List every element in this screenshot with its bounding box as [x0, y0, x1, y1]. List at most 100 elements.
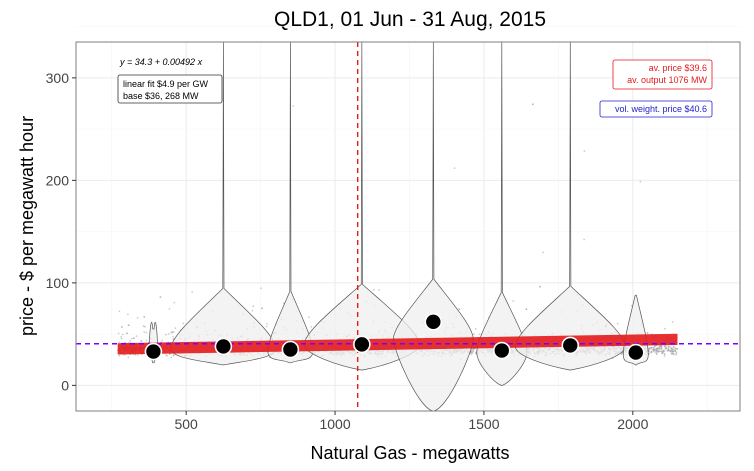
scatter-point — [473, 333, 475, 336]
scatter-point — [656, 349, 658, 352]
x-tick-label: 500 — [174, 416, 198, 432]
y-tick-label: 300 — [46, 70, 70, 86]
scatter-point — [616, 322, 619, 325]
scatter-point — [130, 337, 133, 340]
scatter-point — [127, 313, 129, 316]
bin-mean-point — [492, 341, 511, 360]
scatter-point — [174, 327, 177, 330]
scatter-point — [260, 287, 262, 290]
bin-mean-point — [214, 337, 233, 356]
scatter-point — [282, 302, 285, 305]
scatter-point — [478, 333, 481, 335]
scatter-point — [121, 333, 124, 336]
scatter-point — [660, 345, 663, 348]
average-box — [612, 59, 713, 90]
scatter-point — [675, 353, 678, 356]
bin-mean-point — [424, 313, 443, 331]
scatter-point — [671, 348, 674, 351]
scatter-point — [378, 289, 381, 291]
scatter-point — [143, 325, 146, 328]
scatter-point — [672, 353, 675, 356]
scatter-point — [143, 316, 146, 318]
scatter-point — [667, 346, 670, 348]
scatter-point — [121, 326, 123, 328]
scatter-point — [675, 351, 678, 354]
scatter-point — [252, 305, 255, 308]
scatter-point — [120, 336, 122, 338]
vw-price-label: vol. weight. price $40.6 — [615, 104, 707, 114]
scatter-point — [470, 353, 473, 356]
scatter-point — [657, 350, 660, 353]
violin — [170, 41, 277, 366]
scatter-point — [658, 347, 661, 350]
violin — [514, 41, 626, 371]
scatter-point — [672, 350, 675, 353]
scatter-point — [539, 285, 541, 288]
scatter-point — [310, 326, 313, 328]
average-output-label: av. output 1076 MW — [627, 75, 707, 85]
fit-label-line-1: linear fit $4.9 per GW — [123, 79, 209, 89]
scatter-point — [182, 322, 185, 325]
scatter-point — [118, 341, 121, 344]
scatter-point — [663, 355, 666, 357]
scatter-point — [658, 345, 661, 348]
scatter-point — [676, 348, 679, 350]
scatter-point — [126, 332, 128, 335]
scatter-point — [654, 348, 656, 351]
scatter-point — [453, 167, 456, 170]
scatter-point — [664, 327, 666, 330]
scatter-point — [458, 308, 461, 310]
bin-mean-point — [281, 340, 300, 359]
scatter-point — [292, 105, 295, 107]
fit-label-line-2: base $36, 268 MW — [123, 91, 199, 101]
scatter-point — [171, 331, 174, 333]
scatter-point — [117, 332, 120, 335]
bin-mean-point — [561, 336, 580, 355]
scatter-point — [531, 103, 534, 106]
scatter-point — [583, 238, 585, 241]
average-price-label: av. price $39.6 — [649, 63, 707, 73]
scatter-point — [308, 316, 310, 319]
scatter-point — [661, 350, 664, 353]
fit-equation: y = 34.3 + 0.00492 x — [119, 57, 203, 67]
scatter-point — [135, 335, 138, 337]
scatter-point — [127, 356, 130, 359]
scatter-point — [472, 348, 475, 351]
scatter-point — [118, 354, 121, 357]
scatter-point — [639, 180, 642, 183]
scatter-point — [191, 291, 194, 293]
scatter-point — [266, 323, 268, 325]
bin-mean-point — [626, 343, 645, 362]
scatter-point — [143, 331, 146, 333]
scatter-point — [147, 341, 150, 343]
x-tick-label: 2000 — [617, 416, 648, 432]
scatter-point — [660, 347, 663, 349]
scatter-point — [667, 348, 670, 351]
y-axis-title: price - $ per megawatt hour — [17, 116, 37, 336]
scatter-point — [127, 324, 130, 327]
vw-price-box — [599, 100, 713, 118]
bin-mean-point — [353, 335, 371, 354]
scatter-point — [620, 353, 623, 355]
scatter-point — [652, 346, 655, 349]
x-tick-label: 1000 — [319, 416, 350, 432]
y-tick-label: 200 — [46, 172, 70, 188]
fit-label-box — [117, 74, 223, 104]
scatter-point — [655, 353, 658, 355]
scatter-point — [140, 339, 143, 342]
chart-title: QLD1, 01 Jun - 31 Aug, 2015 — [274, 8, 546, 31]
scatter-point — [654, 351, 656, 353]
bin-means — [144, 313, 645, 362]
scatter-point — [661, 352, 664, 355]
scatter-point — [664, 347, 667, 350]
scatter-point — [650, 346, 653, 349]
scatter-point — [653, 345, 656, 348]
scatter-point — [663, 353, 666, 355]
x-axis-title: Natural Gas - megawatts — [310, 443, 509, 463]
scatter-point — [646, 332, 649, 334]
x-tick-label: 1500 — [468, 416, 499, 432]
scatter-point — [120, 337, 123, 340]
y-tick-label: 0 — [61, 377, 69, 393]
scatter-point — [159, 296, 162, 298]
vw-price-annotation: vol. weight. price $40.6 — [599, 100, 713, 118]
